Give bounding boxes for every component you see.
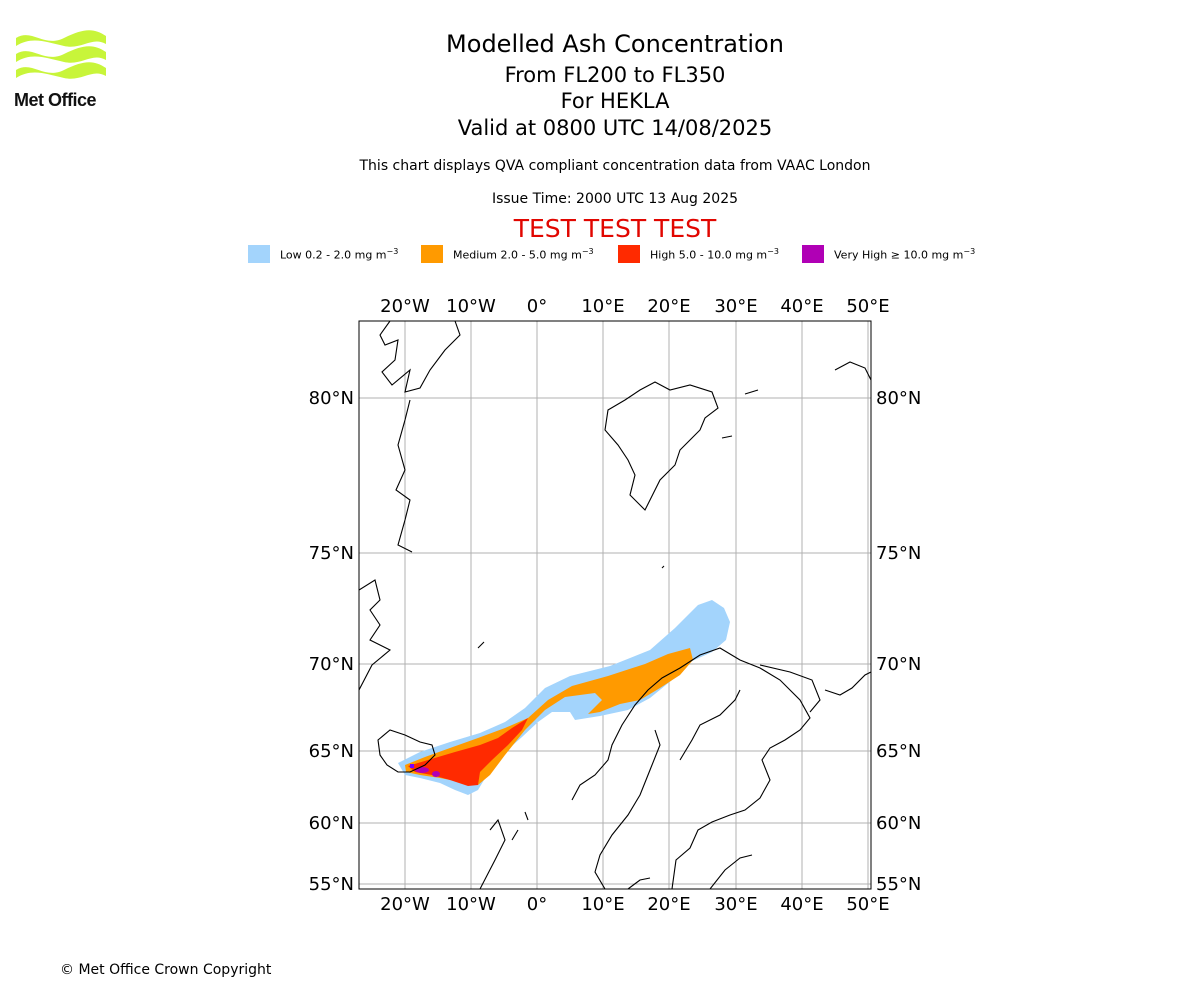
legend-label-high: High 5.0 - 10.0 mg m−3 [650, 246, 779, 262]
legend-label-very-high: Very High ≥ 10.0 mg m−3 [834, 246, 976, 262]
copyright-notice: © Met Office Crown Copyright [60, 962, 272, 978]
latitude-ticks-left: 80°N 75°N 70°N 65°N 60°N 55°N [309, 388, 354, 895]
lat-tick-left: 65°N [309, 741, 354, 762]
lon-tick-bottom: 40°E [780, 894, 823, 915]
valid-time: Valid at 0800 UTC 14/08/2025 [457, 116, 773, 140]
lon-tick-top: 0° [527, 296, 547, 317]
lon-tick-bottom: 20°W [380, 894, 430, 915]
lon-tick-bottom: 20°E [647, 894, 690, 915]
lat-tick-right: 80°N [876, 388, 921, 409]
lon-tick-top: 30°E [714, 296, 757, 317]
lat-tick-left: 60°N [309, 813, 354, 834]
lat-tick-left: 75°N [309, 543, 354, 564]
chart-title: Modelled Ash Concentration [446, 30, 784, 58]
legend-label-low: Low 0.2 - 2.0 mg m−3 [280, 246, 399, 262]
met-office-waves-icon [16, 30, 106, 79]
coastlines [359, 321, 871, 889]
legend-swatch-high [618, 245, 640, 263]
legend-item-high: High 5.0 - 10.0 mg m−3 [618, 244, 779, 264]
test-banner: TEST TEST TEST [513, 214, 717, 243]
lon-tick-bottom: 10°E [581, 894, 624, 915]
compliance-note: This chart displays QVA compliant concen… [359, 158, 871, 174]
lat-tick-right: 55°N [876, 874, 921, 895]
concentration-legend: Low 0.2 - 2.0 mg m−3 Medium 2.0 - 5.0 mg… [248, 244, 1008, 264]
lon-tick-bottom: 30°E [714, 894, 757, 915]
lon-tick-bottom: 50°E [846, 894, 889, 915]
legend-item-medium: Medium 2.0 - 5.0 mg m−3 [421, 244, 594, 264]
lat-tick-left: 70°N [309, 654, 354, 675]
flight-levels: From FL200 to FL350 [504, 63, 726, 87]
met-office-logo: Met Office [14, 30, 109, 112]
legend-swatch-medium [421, 245, 443, 263]
ash-very-high-spot-2 [432, 771, 440, 777]
logo-text: Met Office [14, 90, 97, 110]
legend-item-low: Low 0.2 - 2.0 mg m−3 [248, 244, 398, 264]
map-frame [358, 320, 872, 890]
lon-tick-bottom: 0° [527, 894, 547, 915]
graticule [359, 321, 871, 889]
lon-tick-top: 20°E [647, 296, 690, 317]
legend-label-medium: Medium 2.0 - 5.0 mg m−3 [453, 246, 594, 262]
legend-swatch-very-high [802, 245, 824, 263]
lat-tick-left: 55°N [309, 874, 354, 895]
ash-very-high-spot [415, 767, 429, 773]
lon-tick-bottom: 10°W [446, 894, 496, 915]
ash-high-region [408, 718, 528, 786]
lat-tick-right: 60°N [876, 813, 921, 834]
longitude-ticks-top: 20°W 10°W 0° 10°E 20°E 30°E 40°E 50°E [380, 296, 889, 317]
lon-tick-top: 20°W [380, 296, 430, 317]
lat-tick-left: 80°N [309, 388, 354, 409]
legend-swatch-low [248, 245, 270, 263]
lat-tick-right: 65°N [876, 741, 921, 762]
lat-tick-right: 70°N [876, 654, 921, 675]
longitude-ticks-bottom: 20°W 10°W 0° 10°E 20°E 30°E 40°E 50°E [380, 894, 889, 915]
lon-tick-top: 40°E [780, 296, 823, 317]
lon-tick-top: 50°E [846, 296, 889, 317]
legend-item-very-high: Very High ≥ 10.0 mg m−3 [802, 244, 975, 264]
lon-tick-top: 10°E [581, 296, 624, 317]
volcano-name: For HEKLA [560, 89, 670, 113]
lat-tick-right: 75°N [876, 543, 921, 564]
latitude-ticks-right: 80°N 75°N 70°N 65°N 60°N 55°N [876, 388, 921, 895]
issue-time: Issue Time: 2000 UTC 13 Aug 2025 [491, 191, 739, 207]
lon-tick-top: 10°W [446, 296, 496, 317]
